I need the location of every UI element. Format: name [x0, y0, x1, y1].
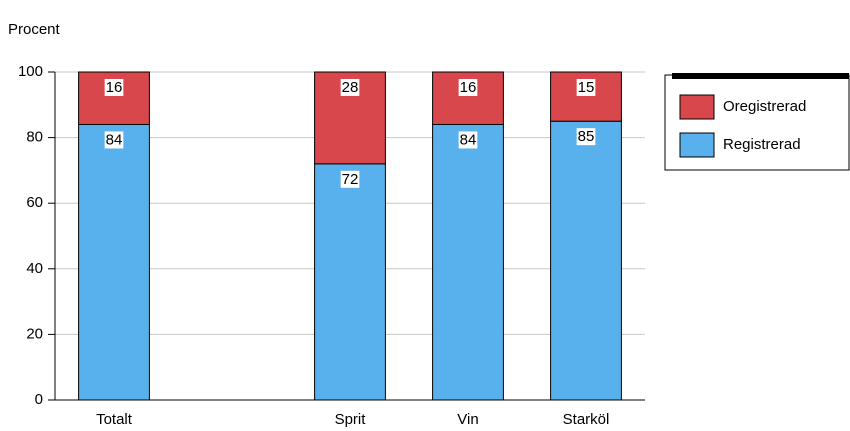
y-tick-label: 20 — [26, 325, 43, 342]
x-tick-label: Vin — [457, 411, 478, 428]
bar-segment — [78, 123, 150, 401]
y-tick-label: 0 — [35, 391, 43, 408]
y-tick-label: 100 — [18, 63, 43, 80]
legend-swatch — [679, 132, 715, 158]
data-label: 16 — [460, 79, 477, 96]
data-label-bg — [458, 131, 478, 149]
x-tick-label: Totalt — [96, 411, 133, 428]
data-label: 72 — [342, 171, 359, 188]
y-axis-label: Procent — [8, 21, 61, 38]
legend-swatch — [679, 94, 715, 120]
data-label: 28 — [342, 79, 359, 96]
data-label-bg — [104, 131, 124, 149]
data-label: 84 — [106, 131, 123, 148]
legend-label: Registrerad — [723, 136, 801, 153]
y-tick-label: 40 — [26, 260, 43, 277]
data-label-bg — [104, 78, 124, 96]
data-label: 85 — [578, 128, 595, 145]
data-label: 16 — [106, 79, 123, 96]
y-tick-label: 60 — [26, 194, 43, 211]
bar-segment — [432, 123, 504, 401]
y-tick-label: 80 — [26, 129, 43, 146]
data-label-bg — [576, 128, 596, 146]
data-label-bg — [576, 78, 596, 96]
data-label-bg — [340, 78, 360, 96]
data-label: 84 — [460, 131, 477, 148]
x-tick-label: Starköl — [563, 411, 610, 428]
legend-top-bar — [672, 73, 849, 79]
data-label-bg — [458, 78, 478, 96]
legend-label: Oregistrerad — [723, 98, 806, 115]
bar-segment — [314, 163, 386, 401]
data-label-bg — [340, 170, 360, 188]
data-label: 15 — [578, 79, 595, 96]
x-tick-label: Sprit — [335, 411, 367, 428]
bar-segment — [550, 120, 622, 401]
